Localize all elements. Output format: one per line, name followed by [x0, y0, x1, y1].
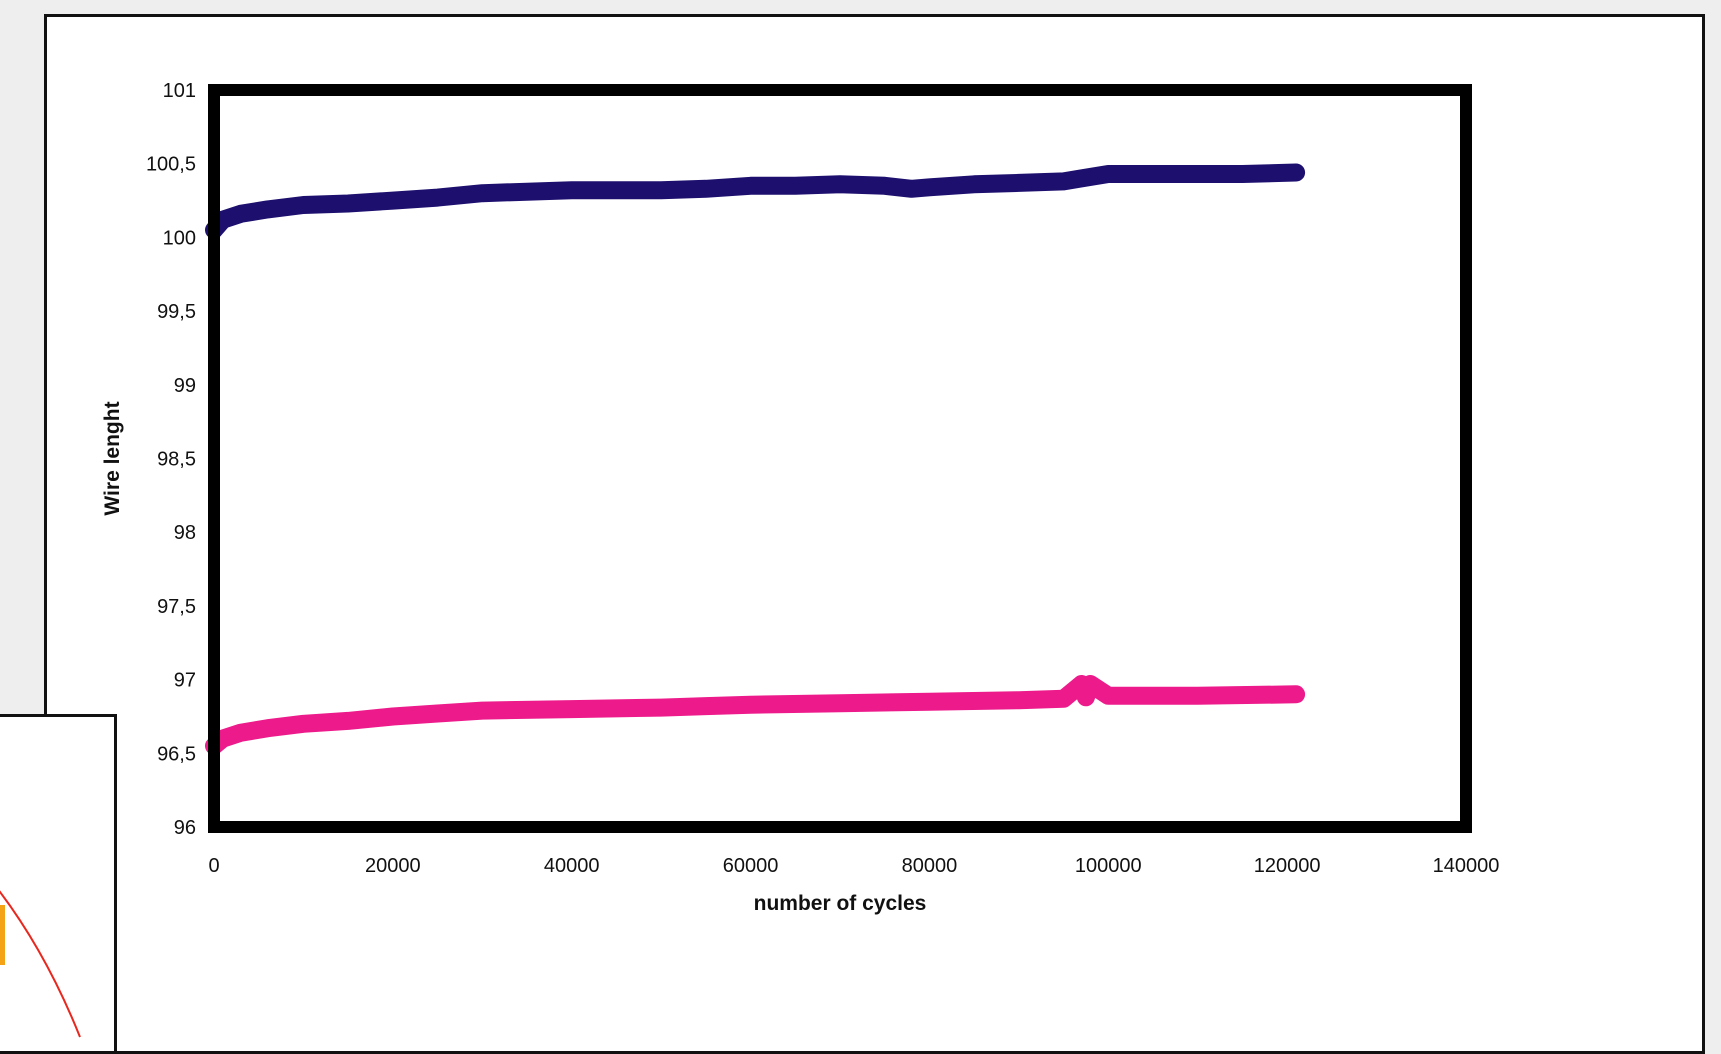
x-axis-title: number of cycles	[754, 892, 927, 915]
series-line-2	[205, 675, 1306, 755]
line-chart: 0 20000 40000 60000 80000 100000 120000 140000 9…	[101, 80, 1499, 915]
y-tick-label: 98,5	[157, 449, 196, 471]
y-tick-label: 100	[163, 227, 196, 249]
x-tick-label: 120000	[1254, 855, 1321, 877]
inset-accent-mark	[0, 905, 5, 965]
plot-area-border	[208, 84, 1472, 833]
y-axis-title: Wire lenght	[101, 401, 124, 515]
series-layer	[205, 163, 1306, 755]
y-tick-label: 98	[174, 522, 196, 544]
series-line-1	[205, 163, 1306, 239]
tick-layer: 0 20000 40000 60000 80000 100000 120000 140000 9…	[146, 80, 1499, 877]
inset-arc	[0, 890, 81, 1038]
y-tick-label: 96,5	[157, 743, 196, 765]
chart-frame: 0 20000 40000 60000 80000 100000 120000 140000 9…	[44, 14, 1705, 1054]
x-tick-label: 100000	[1075, 855, 1142, 877]
y-tick-label: 101	[163, 80, 196, 102]
y-tick-label: 97,5	[157, 596, 196, 618]
x-tick-label: 80000	[902, 855, 958, 877]
x-tick-label: 140000	[1433, 855, 1500, 877]
x-tick-label: 60000	[723, 855, 779, 877]
y-tick-label: 99	[174, 375, 196, 397]
y-tick-label: 97	[174, 670, 196, 692]
y-tick-label: 100,5	[146, 154, 196, 176]
x-tick-label: 0	[208, 855, 219, 877]
x-tick-label: 20000	[365, 855, 421, 877]
inset-panel	[0, 714, 117, 1054]
x-tick-label: 40000	[544, 855, 600, 877]
y-tick-label: 99,5	[157, 301, 196, 323]
y-tick-label: 96	[174, 817, 196, 839]
